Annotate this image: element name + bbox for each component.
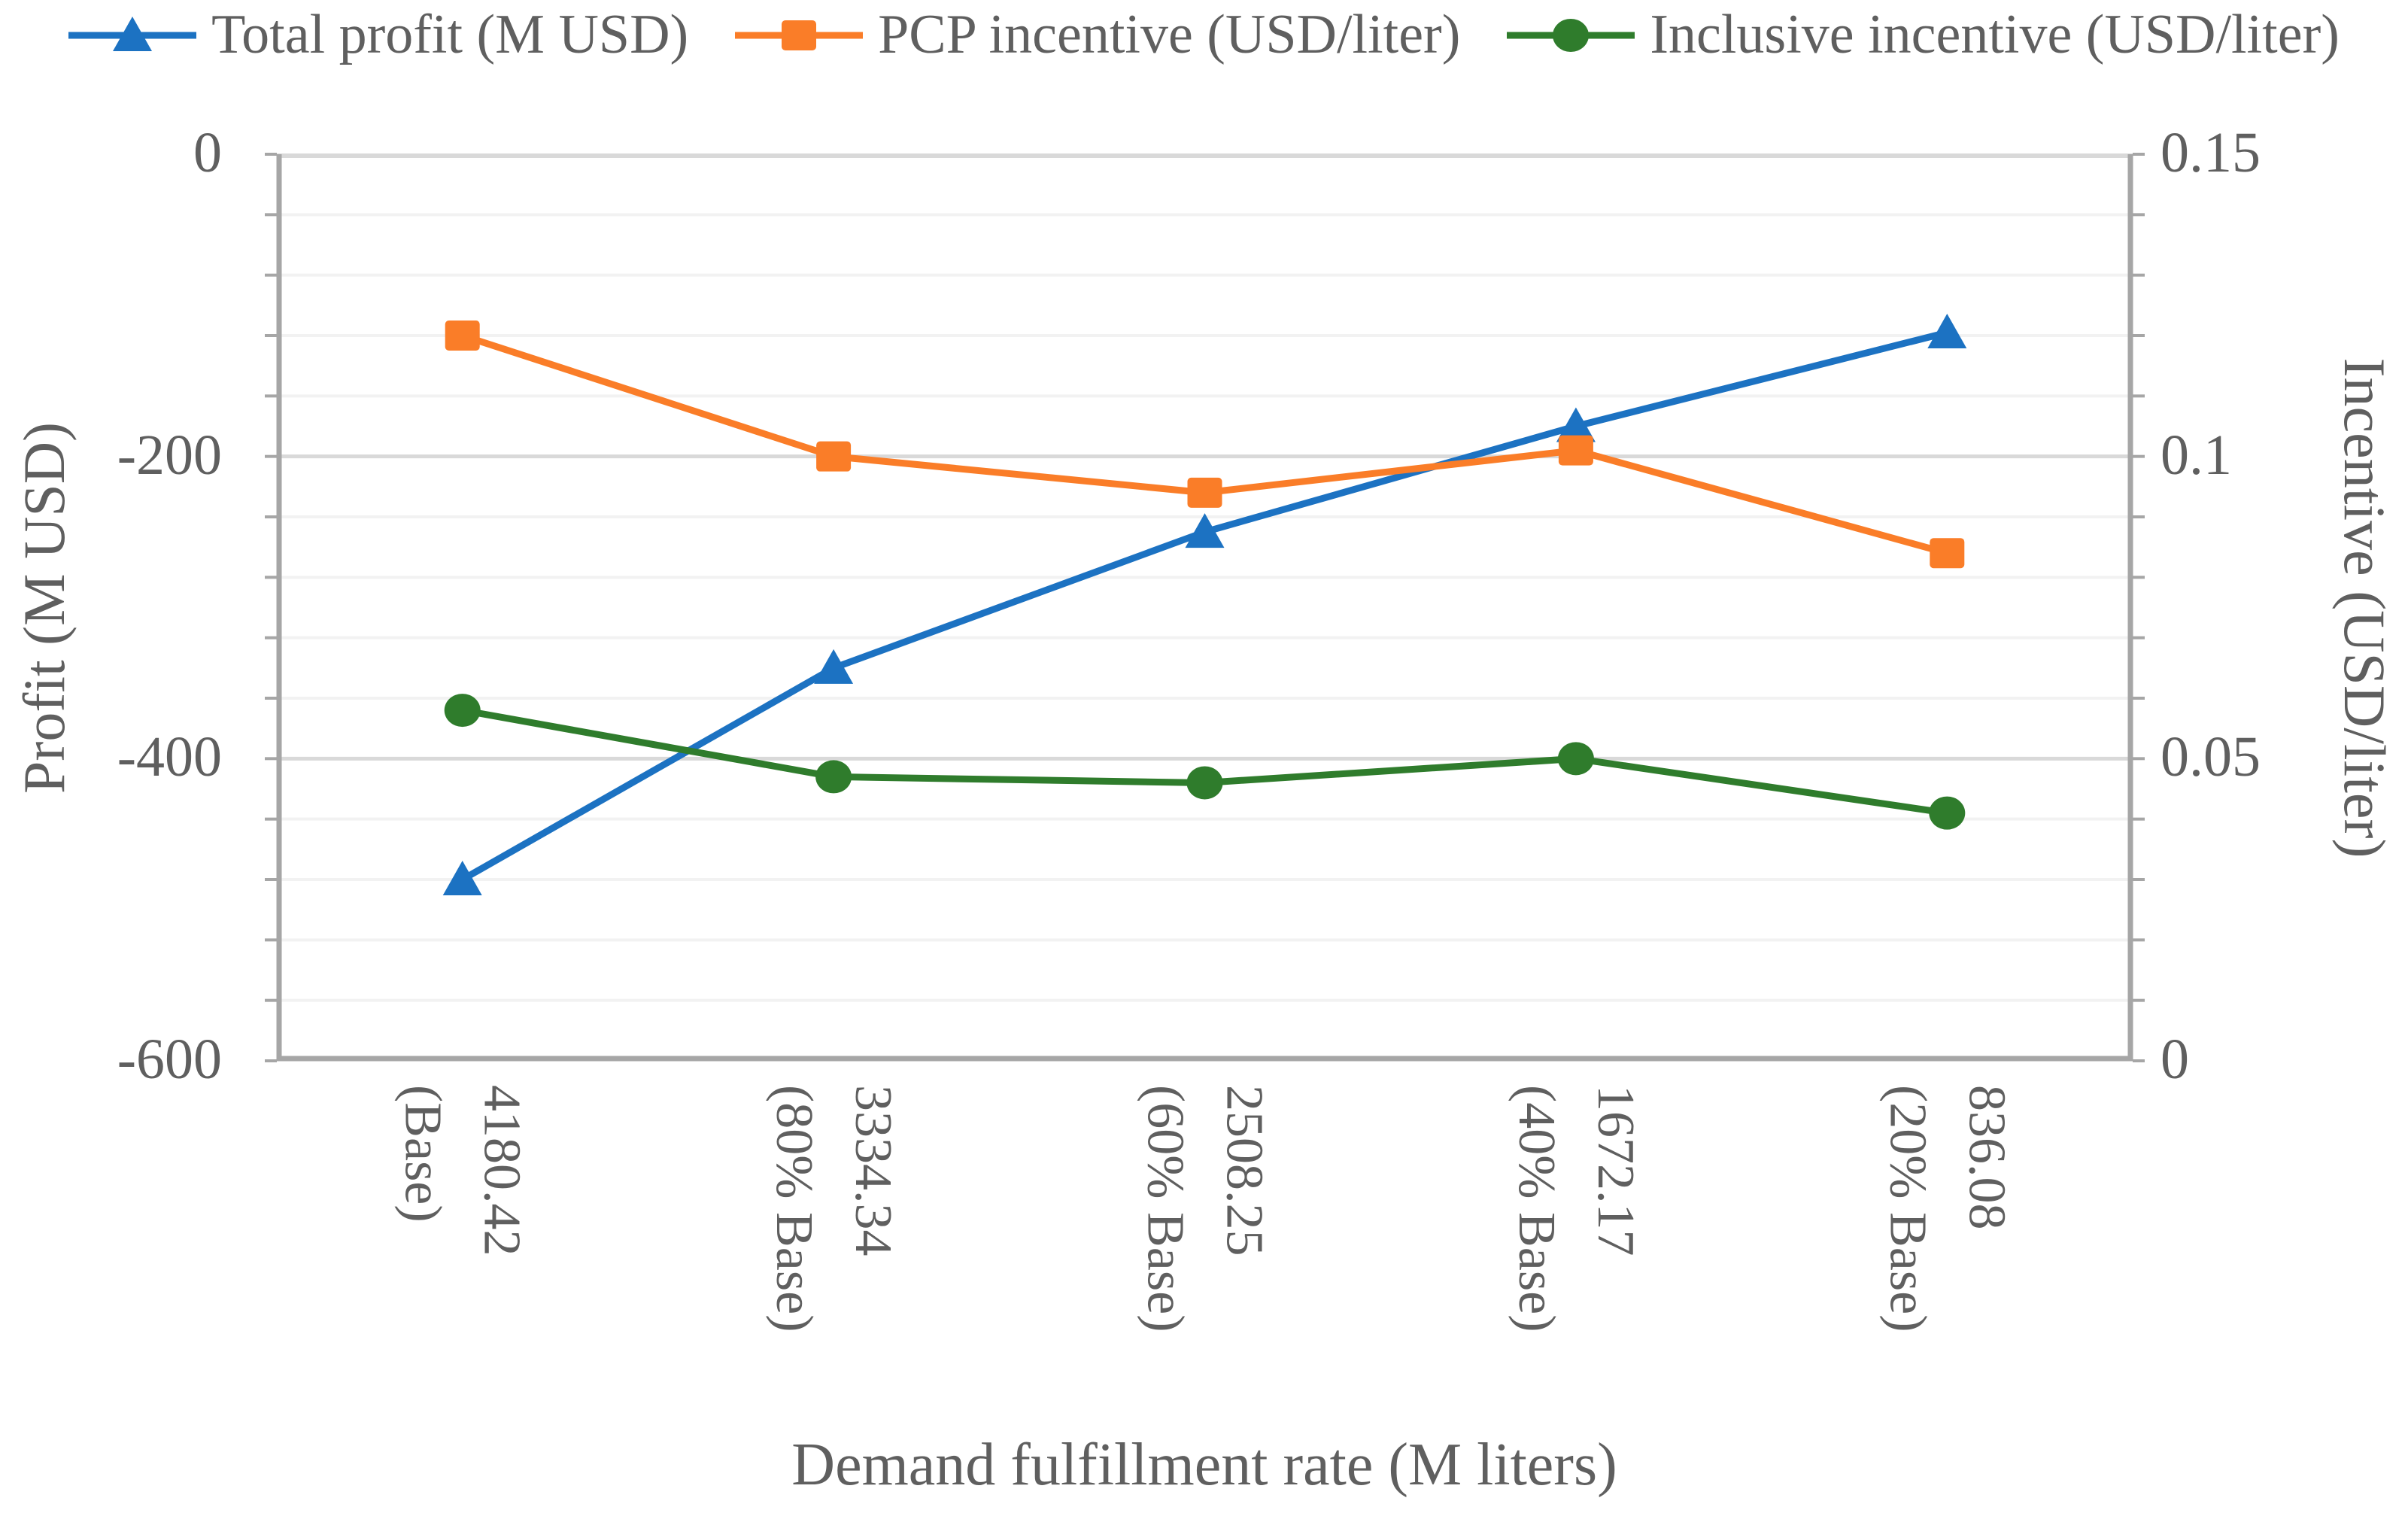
category-label: 836.08 (20% Base) xyxy=(1878,1085,2016,1332)
right-tick-label: 0 xyxy=(2161,1027,2189,1091)
circle-data-marker xyxy=(444,694,481,728)
circle-data-marker xyxy=(1929,796,1966,830)
legend-marker-glyph xyxy=(113,16,153,51)
circle-data-marker xyxy=(1186,766,1223,800)
triangle-data-marker xyxy=(1185,513,1225,548)
left-axis-title: Profit (M USD) xyxy=(11,421,77,794)
legend-label-total-profit: Total profit (M USD) xyxy=(211,4,689,65)
triangle-data-marker xyxy=(814,649,854,684)
left-tick-label: -200 xyxy=(117,423,222,487)
left-tick-label: -400 xyxy=(117,725,222,789)
left-tick-label: -600 xyxy=(117,1027,222,1091)
plot-area xyxy=(265,153,2145,1062)
square-data-marker xyxy=(1558,435,1593,466)
right-tick-label: 0.1 xyxy=(2161,423,2232,487)
triangle-data-marker xyxy=(442,861,482,895)
square-data-marker xyxy=(1930,538,1965,569)
triangle-data-marker xyxy=(1927,313,1967,348)
right-tick-label: 0.15 xyxy=(2161,120,2261,184)
circle-data-marker xyxy=(815,760,852,794)
legend-item-inclusive-incentive: Inclusive incentive (USD/liter) xyxy=(1507,4,2340,65)
legend-marker-glyph xyxy=(782,20,817,50)
left-tick-label: 0 xyxy=(193,120,222,184)
line-triangle-marker-icon xyxy=(68,16,197,51)
category-label: 1672.17 (40% Base) xyxy=(1507,1085,1644,1332)
triangle-data-marker xyxy=(1556,407,1596,442)
line-circle-marker-icon xyxy=(1507,18,1635,52)
square-data-marker xyxy=(445,321,480,351)
legend-item-total-profit: Total profit (M USD) xyxy=(68,4,689,65)
circle-data-marker xyxy=(1557,742,1594,776)
legend-label-pcp-incentive: PCP incentive (USD/liter) xyxy=(878,4,1461,65)
category-label: 3334.34 (80% Base) xyxy=(765,1085,903,1332)
right-axis-title: Incentive (USD/liter) xyxy=(2332,357,2397,858)
right-tick-label: 0.05 xyxy=(2161,725,2261,789)
legend-item-pcp-incentive: PCP incentive (USD/liter) xyxy=(735,4,1461,65)
legend-label-inclusive-incentive: Inclusive incentive (USD/liter) xyxy=(1650,4,2340,65)
x-axis-title: Demand fulfillment rate (M liters) xyxy=(791,1432,1617,1498)
category-label: 4180.42 (Base) xyxy=(393,1085,531,1256)
legend: Total profit (M USD) PCP incentive (USD/… xyxy=(0,4,2408,65)
square-data-marker xyxy=(816,441,852,472)
line-square-marker-icon xyxy=(735,20,864,50)
category-label: 2508.25 (60% Base) xyxy=(1136,1085,1274,1332)
legend-marker-glyph xyxy=(1553,18,1590,52)
square-data-marker xyxy=(1187,477,1222,508)
